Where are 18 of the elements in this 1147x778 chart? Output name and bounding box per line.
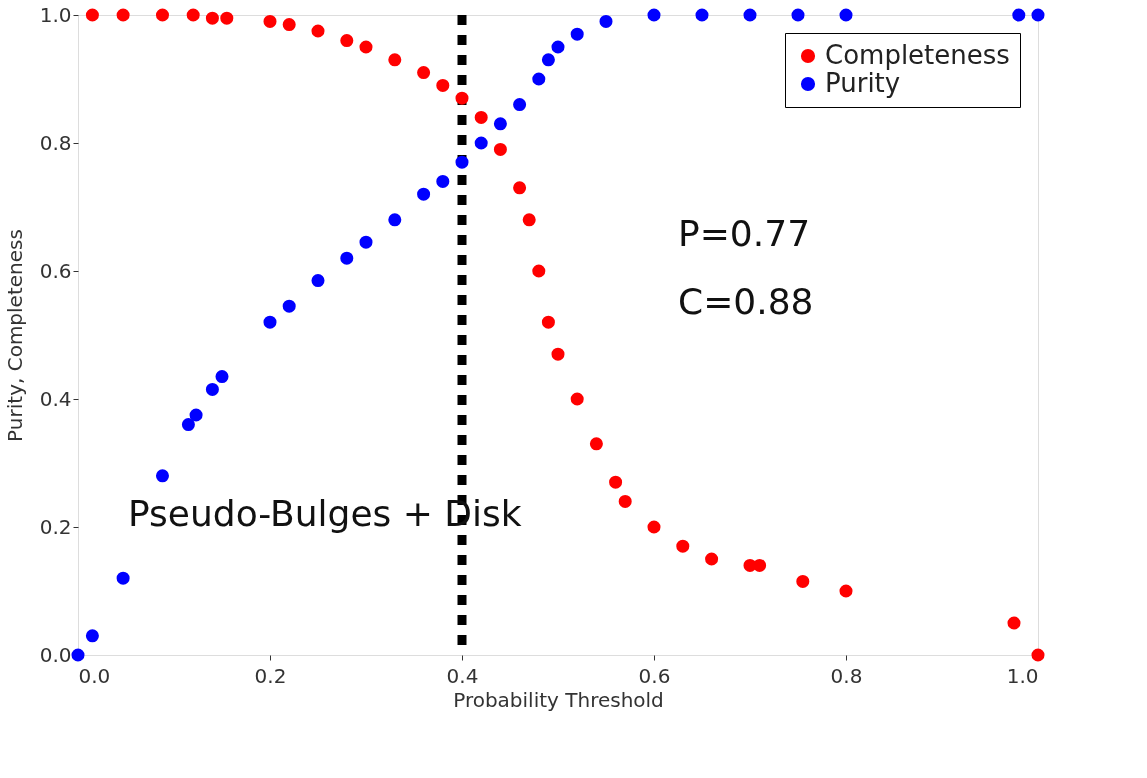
y-tick-label: 0.4 xyxy=(39,386,72,411)
y-axis-title: Purity, Completeness xyxy=(2,229,27,442)
y-tick-label: 1.0 xyxy=(39,2,72,27)
y-tick-label: 0.2 xyxy=(39,514,72,539)
annotation: Pseudo-Bulges + Disk xyxy=(128,493,522,534)
x-tick-label: 0.4 xyxy=(446,663,479,688)
x-tick-label: 0.2 xyxy=(254,663,287,688)
y-tick-label: 0.6 xyxy=(39,258,72,283)
legend-label: Completeness xyxy=(825,40,1010,70)
y-tick-label: 0.8 xyxy=(39,130,72,155)
x-tick-label: 0.6 xyxy=(638,663,671,688)
x-tick-label: 0.0 xyxy=(78,663,111,688)
y-tick-label: 0.0 xyxy=(39,642,72,667)
annotation: P=0.77 xyxy=(678,213,811,254)
x-tick-label: 0.8 xyxy=(830,663,863,688)
x-axis-title: Probability Threshold xyxy=(453,687,664,712)
annotation: C=0.88 xyxy=(678,281,814,322)
x-tick-label: 1.0 xyxy=(1006,663,1039,688)
